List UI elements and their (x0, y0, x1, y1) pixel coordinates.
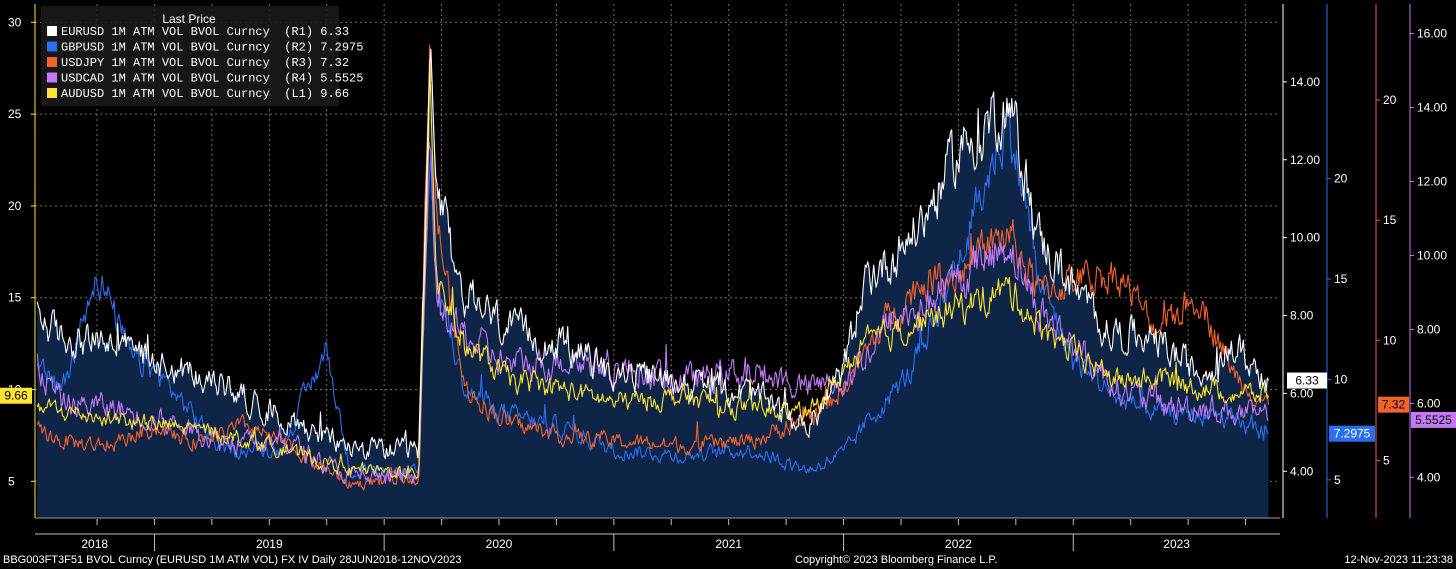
audusd-last-label-bg (0, 387, 32, 404)
x-axis-year-label: 2019 (256, 537, 283, 551)
usdjpy-last-label: 7.32 (1382, 398, 1406, 412)
usdcad-last-label: 5.5525 (1415, 413, 1452, 427)
x-axis: 2018 2019 2020 2021 2022 2023 (0, 519, 1456, 551)
r3-axis-tick-label: 15 (1383, 213, 1397, 227)
left-axis-tick-label: 20 (8, 199, 22, 213)
legend-box (41, 6, 339, 106)
eurusd-last-label-bg (1287, 372, 1327, 389)
last-value-labels: 9.66 6.33 7.2975 7.32 5.5525 (0, 372, 1456, 442)
left-axis-tick-label: 15 (8, 291, 22, 305)
r4-axis-tick-label: 8.00 (1417, 322, 1441, 336)
gbpusd-last-label-bg (1329, 425, 1375, 442)
series-lines (36, 44, 1270, 491)
r2-axis-tick-label: 20 (1334, 172, 1348, 186)
gbpusd-last-label: 7.2975 (1334, 427, 1371, 441)
legend-entry: EURUSD 1M ATM VOL BVOL Curncy (R1) 6.33 (61, 25, 349, 39)
legend-title: Last Price (162, 12, 216, 26)
r2-axis-tick-label: 15 (1334, 272, 1348, 286)
r2-axis-tick-label: 5 (1334, 473, 1341, 487)
legend-entry: USDJPY 1M ATM VOL BVOL Curncy (R3) 7.32 (61, 56, 349, 70)
left-axis-tick-label: 5 (8, 474, 15, 488)
legend-swatch (47, 26, 57, 36)
usdcad-last-label-bg (1411, 411, 1456, 428)
legend-swatch (47, 88, 57, 98)
legend-entry: AUDUSD 1M ATM VOL BVOL Curncy (L1) 9.66 (61, 87, 349, 101)
r4-axis-tick-label: 16.00 (1417, 27, 1447, 41)
r4-axis-tick-label: 6.00 (1417, 396, 1441, 410)
r1-axis-tick-label: 14.00 (1290, 75, 1320, 89)
footer-security-info: BBG003FT3F51 BVOL Curncy (EURUSD 1M ATM … (3, 554, 462, 566)
usdcad-series-line (36, 140, 1269, 485)
eurusd-area (37, 49, 1269, 519)
r4-axis-tick-label: 4.00 (1417, 470, 1441, 484)
r3-axis-tick-label: 20 (1383, 93, 1397, 107)
left-axis-tick-label: 25 (8, 107, 22, 121)
usdjpy-series-line (36, 44, 1270, 491)
r3-axis-tick-label: 5 (1383, 453, 1390, 467)
chart-axes: 5 10 15 20 25 30 4.00 6.00 8.00 10.00 12.00 14.00 5 1… (8, 4, 1447, 519)
x-axis-year-label: 2018 (81, 537, 108, 551)
r1-axis-tick-label: 8.00 (1290, 309, 1314, 323)
r4-axis-tick-label: 10.00 (1417, 248, 1447, 262)
legend-entry: USDCAD 1M ATM VOL BVOL Curncy (R4) 5.552… (61, 72, 363, 86)
legend-swatch (47, 72, 57, 83)
x-axis-year-label: 2020 (486, 537, 513, 551)
legend-swatch (47, 41, 57, 52)
x-axis-band (0, 519, 1456, 551)
volatility-chart: 5 10 15 20 25 30 4.00 6.00 8.00 10.00 12.00 14.00 5 1… (0, 4, 1456, 551)
r1-axis-tick-label: 10.00 (1290, 231, 1320, 245)
r1-axis-tick-label: 4.00 (1290, 464, 1314, 478)
usdjpy-last-label-bg (1378, 396, 1409, 413)
eurusd-series-line (36, 48, 1269, 460)
left-axis-tick-label: 30 (8, 15, 22, 29)
x-axis-year-label: 2023 (1163, 537, 1190, 551)
footer-bar: BBG003FT3F51 BVOL Curncy (EURUSD 1M ATM … (0, 551, 1456, 569)
r4-axis-tick-label: 14.00 (1417, 101, 1447, 115)
r1-axis-tick-label: 6.00 (1290, 386, 1314, 400)
r4-axis-tick-label: 12.00 (1417, 174, 1447, 188)
footer-copyright: Copyright© 2023 Bloomberg Finance L.P. (795, 554, 998, 566)
legend-swatch (47, 57, 57, 67)
r2-axis-tick-label: 10 (1334, 372, 1348, 386)
legend-entry: GBPUSD 1M ATM VOL BVOL Curncy (R2) 7.297… (61, 41, 363, 55)
audusd-last-label: 9.66 (4, 389, 28, 403)
r3-axis-tick-label: 10 (1383, 333, 1397, 347)
audusd-series-line (36, 60, 1270, 480)
r1-axis-tick-label: 12.00 (1290, 153, 1320, 167)
eurusd-last-label: 6.33 (1295, 374, 1319, 388)
footer-timestamp: 12-Nov-2023 11:23:38 (1344, 554, 1453, 566)
x-axis-year-label: 2021 (715, 537, 742, 551)
eurusd-area-fill (37, 49, 1269, 519)
x-axis-year-label: 2022 (945, 537, 972, 551)
